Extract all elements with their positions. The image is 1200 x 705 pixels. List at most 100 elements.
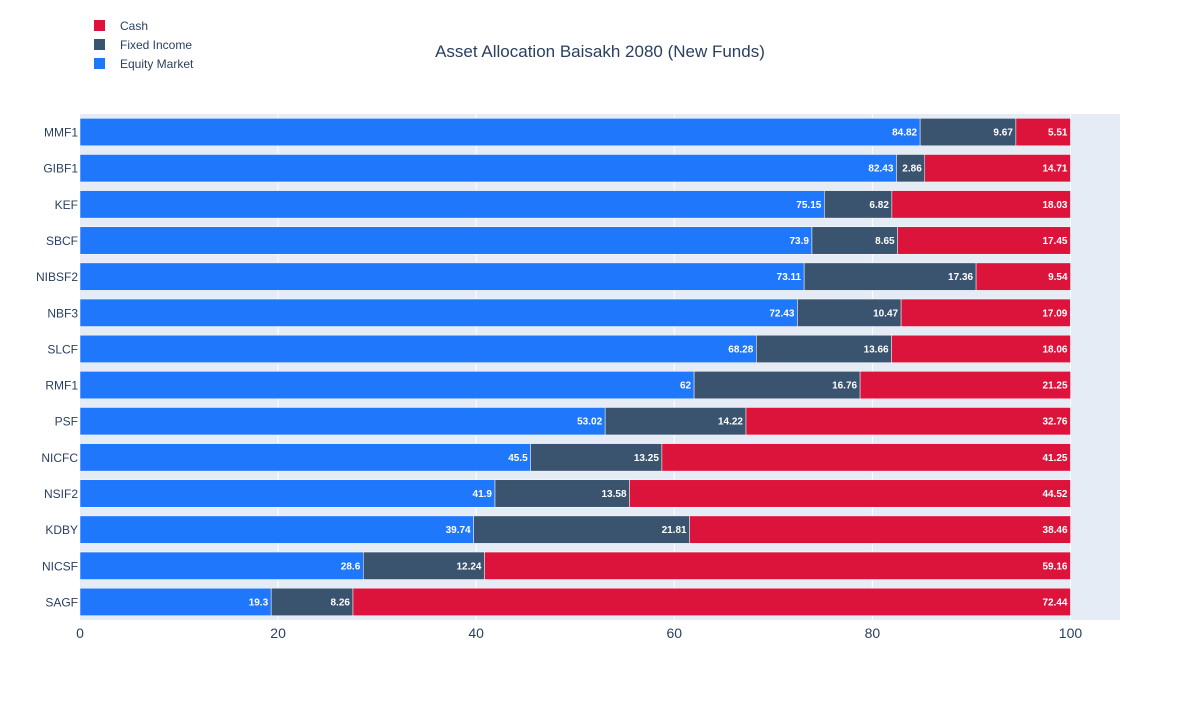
bar-segment <box>79 479 496 508</box>
y-tick-label: NIBSF2 <box>36 270 78 284</box>
legend: Cash Fixed Income Equity Market <box>94 19 194 71</box>
chart-title: Asset Allocation Baisakh 2080 (New Funds… <box>435 42 765 61</box>
bar-value-label: 73.11 <box>777 272 802 283</box>
bar-value-label: 72.43 <box>769 308 794 319</box>
y-tick-label: KDBY <box>45 523 78 537</box>
bar-segment <box>975 262 1071 291</box>
y-tick-label: NICFC <box>41 451 78 465</box>
y-tick-label: GIBF1 <box>43 162 78 176</box>
bar-segment <box>896 154 926 183</box>
y-tick-label: NBF3 <box>47 306 78 320</box>
bar-segment <box>891 190 1071 219</box>
bar-segment <box>689 515 1071 544</box>
x-tick-label: 100 <box>1059 625 1083 641</box>
bar-segment <box>494 479 630 508</box>
bar-value-label: 59.16 <box>1042 561 1067 572</box>
bar-segment <box>79 443 531 472</box>
bar-value-label: 17.36 <box>948 272 973 283</box>
bar-segment <box>363 551 485 580</box>
bar-segment <box>79 118 921 147</box>
x-tick-label: 20 <box>270 625 286 641</box>
bar-value-label: 9.54 <box>1048 272 1068 283</box>
legend-label: Cash <box>120 19 148 33</box>
bar-value-label: 72.44 <box>1042 597 1067 608</box>
bar-segment <box>661 443 1071 472</box>
y-tick-label: MMF1 <box>44 126 78 140</box>
bar-segment <box>756 334 892 363</box>
y-tick-label: PSF <box>55 415 78 429</box>
bar-segment <box>79 515 474 544</box>
bar-value-label: 14.22 <box>718 417 743 428</box>
bar-value-label: 44.52 <box>1042 489 1067 500</box>
bar-value-label: 13.58 <box>601 489 626 500</box>
bar-value-label: 18.03 <box>1042 200 1067 211</box>
bar-value-label: 18.06 <box>1042 344 1067 355</box>
bar-value-label: 19.3 <box>249 597 269 608</box>
bar-value-label: 38.46 <box>1043 525 1068 536</box>
bar-value-label: 16.76 <box>832 381 857 392</box>
y-axis: MMF1 GIBF1 KEF SBCF NIBSF2 NBF3 SLCF RMF1 PSF NIC… <box>36 126 78 610</box>
bar-value-label: 17.45 <box>1042 236 1067 247</box>
y-tick-label: SAGF <box>45 595 78 609</box>
bar-segment <box>693 371 861 400</box>
bar-segment <box>79 334 757 363</box>
bar-value-label: 41.9 <box>473 489 493 500</box>
bar-segment <box>897 226 1071 255</box>
data-labels: 84.82 9.67 5.51 82.43 2.86 14.71 75.15 6.82 18.0… <box>249 128 1068 609</box>
bar-segment <box>79 587 272 616</box>
bar-value-label: 8.26 <box>331 597 351 608</box>
bar-segment <box>891 334 1071 363</box>
y-tick-label: NSIF2 <box>44 487 78 501</box>
bar-segment <box>900 298 1071 327</box>
bar-value-label: 45.5 <box>508 453 528 464</box>
plot-background <box>80 114 1120 620</box>
bar-value-label: 39.74 <box>446 525 471 536</box>
bar-value-label: 8.65 <box>875 236 895 247</box>
y-tick-label: NICSF <box>42 559 78 573</box>
x-tick-label: 80 <box>865 625 881 641</box>
bar-value-label: 5.51 <box>1048 128 1068 139</box>
bar-segment <box>79 407 606 436</box>
bar-value-label: 68.28 <box>728 344 753 355</box>
bar-segment <box>924 154 1071 183</box>
legend-label: Equity Market <box>120 57 194 71</box>
bar-value-label: 53.02 <box>577 417 602 428</box>
bar-segment <box>629 479 1071 508</box>
y-tick-label: SBCF <box>46 234 78 248</box>
bar-value-label: 17.09 <box>1042 308 1067 319</box>
x-tick-label: 60 <box>666 625 682 641</box>
bar-segment <box>79 154 897 183</box>
bar-value-label: 28.6 <box>341 561 361 572</box>
bar-segment <box>745 407 1071 436</box>
bar-segment <box>79 226 813 255</box>
bar-value-label: 32.76 <box>1042 417 1067 428</box>
bar-segment <box>79 190 825 219</box>
bars <box>79 118 1071 616</box>
bar-segment <box>79 371 695 400</box>
bar-value-label: 73.9 <box>789 236 809 247</box>
bar-segment <box>79 298 798 327</box>
bar-segment <box>811 226 898 255</box>
bar-segment <box>484 551 1071 580</box>
bar-segment <box>803 262 977 291</box>
bar-segment <box>79 551 364 580</box>
bar-value-label: 14.71 <box>1042 164 1067 175</box>
bar-segment <box>1015 118 1071 147</box>
bar-value-label: 84.82 <box>892 128 917 139</box>
legend-label: Fixed Income <box>120 38 192 52</box>
bar-segment <box>919 118 1017 147</box>
bar-segment <box>530 443 663 472</box>
bar-segment <box>859 371 1071 400</box>
y-tick-label: KEF <box>55 198 78 212</box>
bar-segment <box>352 587 1071 616</box>
bar-value-label: 9.67 <box>993 128 1013 139</box>
bar-segment <box>79 262 805 291</box>
bar-segment <box>797 298 902 327</box>
bar-value-label: 62 <box>680 381 692 392</box>
bar-value-label: 13.66 <box>864 344 889 355</box>
x-tick-label: 40 <box>468 625 484 641</box>
legend-swatch <box>94 58 105 69</box>
bar-value-label: 2.86 <box>902 164 922 175</box>
